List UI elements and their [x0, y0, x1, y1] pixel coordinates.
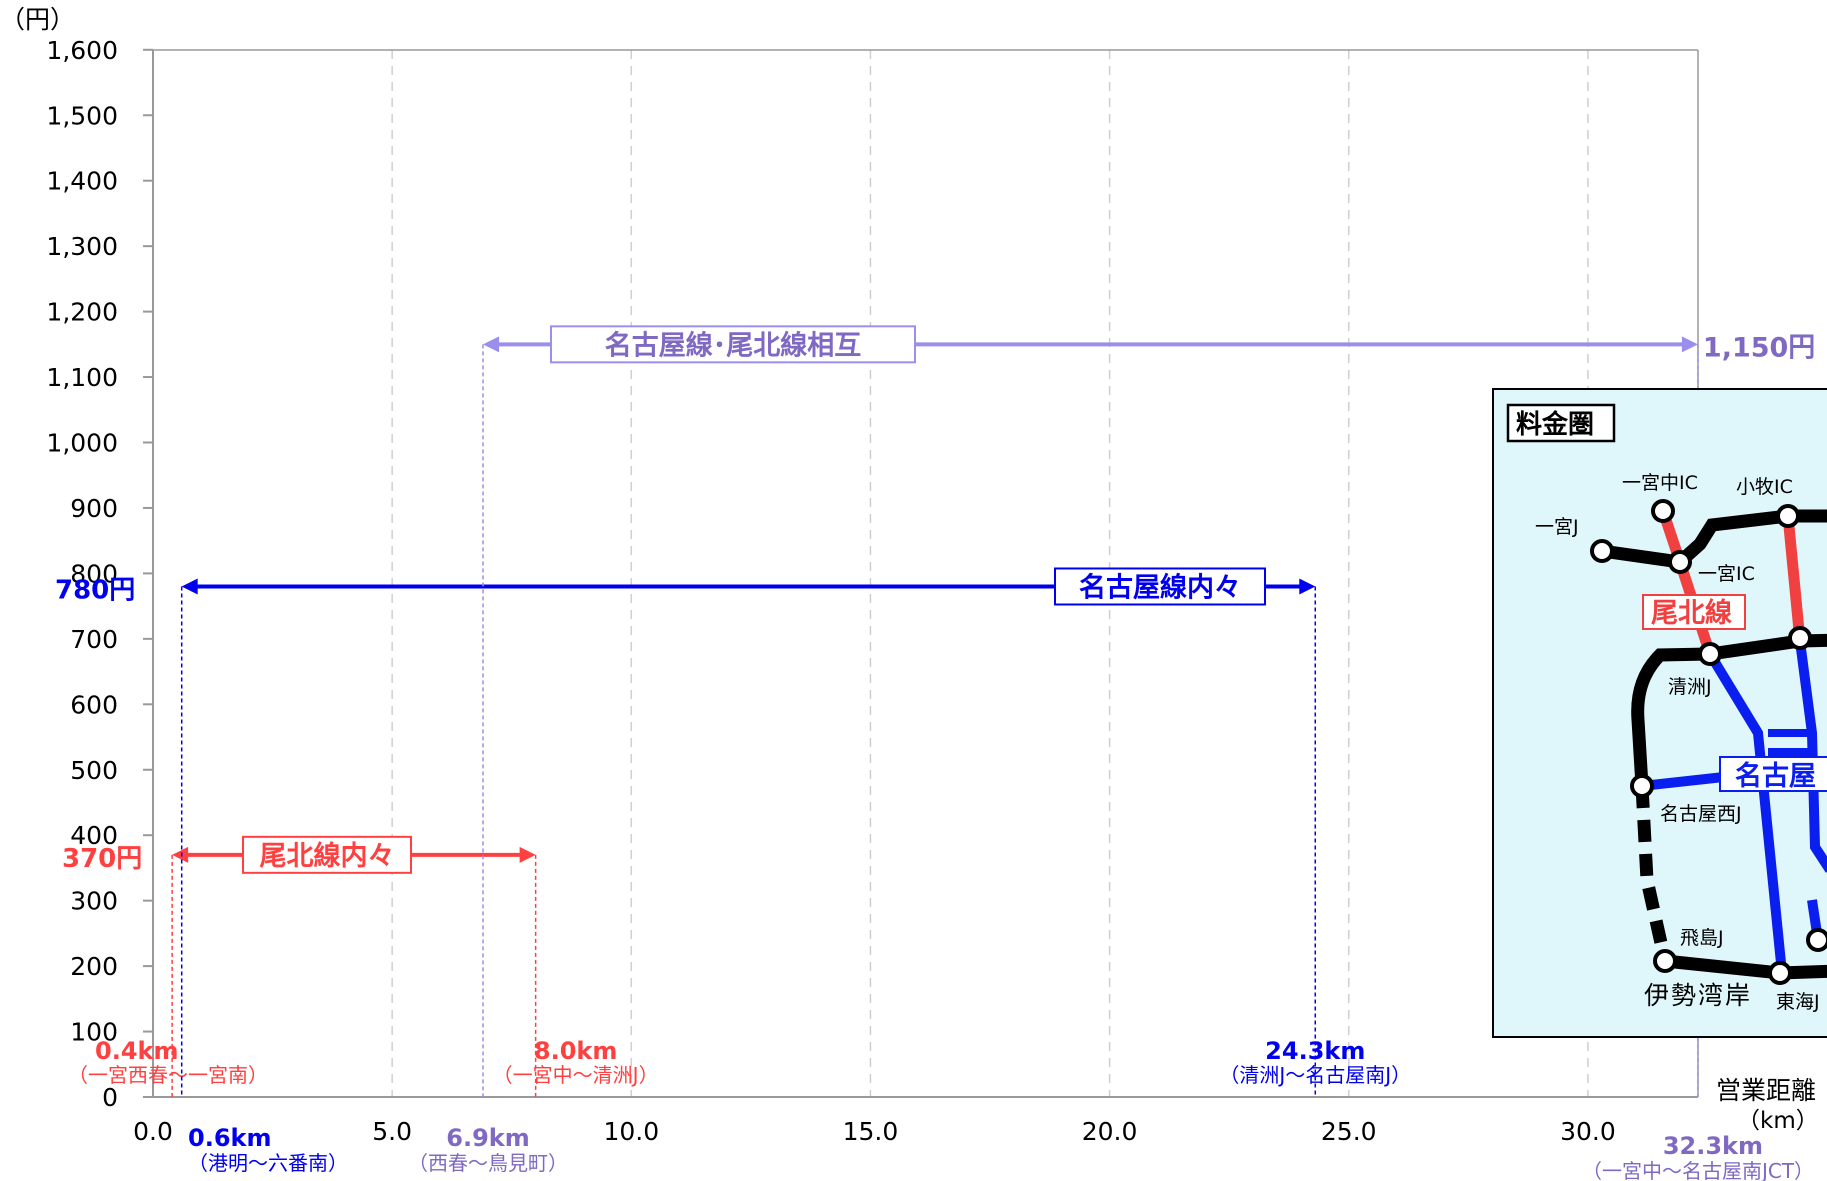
y-tick-label: 500: [70, 756, 118, 785]
x-axis-unit-line2: （km）: [1737, 1108, 1819, 1134]
node-ichinomiya-j: [1590, 539, 1614, 563]
price-label: 370円: [62, 844, 142, 874]
node-komaki: [1776, 504, 1800, 528]
range-arrowhead-right: [519, 846, 536, 863]
fare-ranges: 尾北線内々370円0.4km（一宮西春～一宮南）8.0km（一宮中～清洲J）名古…: [55, 325, 1815, 1181]
range-arrowhead-left: [181, 578, 198, 595]
y-axis-unit: （円）: [0, 5, 75, 34]
max-distance-label: 32.3km: [1663, 1132, 1763, 1160]
y-tick-label: 1,000: [46, 429, 118, 458]
y-tick-label: 100: [70, 1018, 118, 1047]
range-label: 尾北線内々: [260, 840, 395, 872]
y-tick-labels: 0 100 200 300 400 500 600 700 800 900 1,000 1,100 1,…: [46, 36, 153, 1112]
max-distance-label: 8.0km: [534, 1037, 617, 1065]
label-kiyosu-j: 清洲J: [1668, 676, 1712, 698]
label-ichinomiya-ic: 一宮IC: [1698, 563, 1755, 585]
y-tick-label: 400: [70, 821, 118, 850]
label-nagoya-nishi-j: 名古屋西J: [1660, 803, 1742, 825]
y-tick-label: 1,300: [46, 232, 118, 261]
node-east: [1788, 626, 1812, 650]
x-tick-label: 0.0: [133, 1117, 173, 1146]
x-tick-labels: 0.0 5.0 10.0 15.0 20.0 25.0 30.0: [133, 1117, 1616, 1146]
y-tick-label: 600: [70, 690, 118, 719]
gridlines: [391, 50, 1589, 1097]
range-label: 名古屋線内々: [1079, 571, 1241, 603]
y-tick-label: 300: [70, 887, 118, 916]
node-kiyosu-j: [1698, 642, 1722, 666]
series-0: 尾北線内々 370円 0.4km（一宮西春～一宮南） 8.0km（一宮中～清洲J）: [62, 835, 659, 1097]
min-distance-label: 0.4km: [95, 1037, 178, 1065]
node-tokai-j: [1768, 961, 1792, 985]
y-tick-label: 1,200: [46, 298, 118, 327]
node-ichinomiya-naka: [1651, 499, 1675, 523]
min-distance-label: 6.9km: [446, 1124, 529, 1152]
x-axis-unit-line1: 営業距離: [1716, 1076, 1816, 1105]
price-label: 1,150円: [1703, 332, 1815, 363]
y-tick-label: 200: [70, 952, 118, 981]
range-arrowhead-right: [1681, 336, 1698, 353]
range-arrowhead-left: [172, 846, 189, 863]
node-tobishima-j: [1653, 949, 1677, 973]
x-tick-label: 30.0: [1560, 1117, 1616, 1146]
range-label-box: [550, 325, 916, 364]
max-route-label: （清洲J～名古屋南J）: [1219, 1063, 1411, 1087]
node-nagoya-nishi-j: [1630, 774, 1654, 798]
y-tick-label: 700: [70, 625, 118, 654]
y-tick-label: 1,600: [46, 36, 118, 65]
max-route-label: （一宮中～名古屋南JCT）: [1582, 1159, 1814, 1181]
y-tick-label: 1,500: [46, 101, 118, 130]
range-label: 名古屋線･尾北線相互: [605, 329, 862, 361]
y-tick-label: 1,100: [46, 363, 118, 392]
label-isewangan: 伊勢湾岸: [1644, 981, 1752, 1010]
series-2: 名古屋線･尾北線相互 1,150円6.9km（西春～鳥見町）32.3km（一宮中～…: [408, 325, 1815, 1181]
label-tokai-j: 東海J: [1776, 991, 1820, 1013]
y-tick-label: 900: [70, 494, 118, 523]
range-label-box: [1054, 567, 1266, 606]
x-tick-label: 25.0: [1321, 1117, 1377, 1146]
y-tick-label: 1,400: [46, 167, 118, 196]
bihoku-label: 尾北線: [1651, 597, 1732, 629]
label-ichinomiya-naka: 一宮中IC: [1622, 472, 1698, 494]
min-route-label: （一宮西春～一宮南）: [68, 1063, 268, 1087]
inset-route-map: 料金圏 尾北線 名古屋 一宮中IC 小牧IC 一: [1492, 388, 1827, 1038]
inset-title-box: [1506, 403, 1616, 443]
min-route-label: （西春～鳥見町）: [408, 1151, 568, 1175]
label-ichinomiya-j: 一宮J: [1535, 516, 1579, 538]
bihoku-line-north: [1782, 515, 1806, 642]
nagoya-label: 名古屋: [1735, 760, 1816, 792]
y-tick-label: 0: [102, 1083, 118, 1112]
range-arrowhead-left: [483, 336, 500, 353]
price-label: 780円: [55, 575, 135, 605]
node-ichinomiya-ic: [1668, 550, 1692, 574]
nagoya-label-box: [1719, 756, 1827, 792]
inset-title: 料金圏: [1516, 409, 1594, 440]
x-tick-label: 5.0: [372, 1117, 412, 1146]
node-southeast: [1806, 928, 1827, 952]
x-tick-label: 20.0: [1082, 1117, 1138, 1146]
label-komaki: 小牧IC: [1736, 476, 1793, 498]
y-tick-label: 800: [70, 559, 118, 588]
x-tick-label: 10.0: [603, 1117, 659, 1146]
max-route-label: （一宮中～清洲J）: [493, 1063, 659, 1087]
range-arrowhead-right: [1299, 578, 1316, 595]
ring-road-west: [1631, 633, 1827, 787]
bihoku-label-box: [1642, 594, 1746, 630]
ring-road-southwest-dashed: [1635, 785, 1672, 963]
range-label-box: [242, 835, 412, 874]
series-1: 名古屋線内々 780円 0.6km（港明～六番南） 24.3km（清洲J～名古屋南J）: [55, 567, 1411, 1175]
label-tobishima-j: 飛島J: [1680, 927, 1724, 949]
x-tick-label: 15.0: [843, 1117, 899, 1146]
max-distance-label: 24.3km: [1265, 1037, 1365, 1065]
nagoya-line-1: [1705, 651, 1787, 974]
min-distance-label: 0.6km: [188, 1124, 271, 1152]
min-route-label: （港明～六番南）: [188, 1151, 348, 1175]
